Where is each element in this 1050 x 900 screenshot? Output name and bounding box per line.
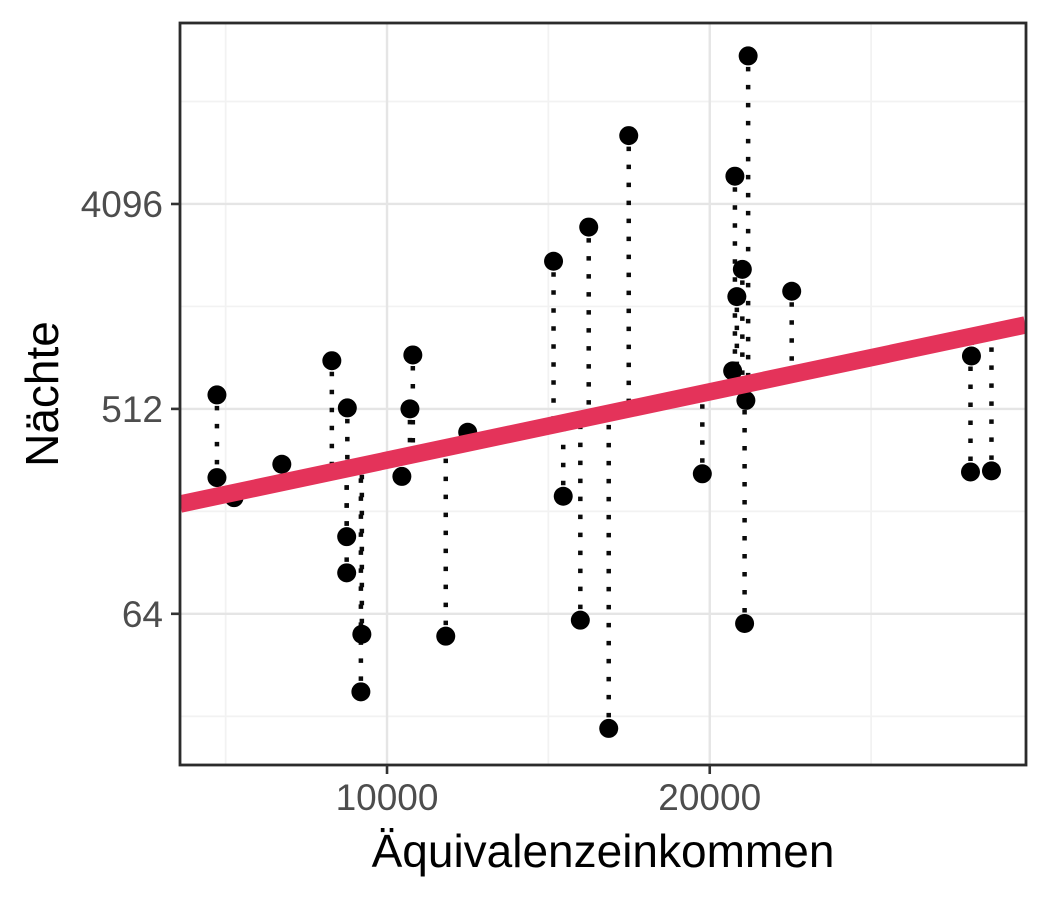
data-point xyxy=(782,281,802,301)
data-point xyxy=(351,682,371,702)
data-point xyxy=(544,251,564,271)
data-point xyxy=(619,126,639,146)
panel-background xyxy=(180,23,1026,765)
data-point xyxy=(961,346,981,366)
x-axis-title: Äquivalenzeinkommen xyxy=(371,825,835,877)
x-tick-label: 20000 xyxy=(658,777,761,818)
x-tick-label: 10000 xyxy=(336,777,439,818)
data-point xyxy=(337,563,357,583)
regression-line xyxy=(180,316,1026,513)
data-point xyxy=(738,46,758,66)
data-point xyxy=(272,454,292,474)
data-point xyxy=(736,390,756,410)
data-point xyxy=(337,527,357,547)
y-tick-label: 64 xyxy=(122,594,163,635)
data-point xyxy=(337,398,357,418)
data-point xyxy=(570,610,590,630)
data-point xyxy=(727,287,747,307)
data-point xyxy=(732,259,752,279)
data-point xyxy=(400,399,420,419)
data-point xyxy=(352,624,372,644)
data-point xyxy=(723,361,743,381)
data-point xyxy=(960,462,980,482)
data-point xyxy=(392,466,412,486)
data-point xyxy=(436,626,456,646)
y-tick-label: 512 xyxy=(101,389,163,430)
data-point xyxy=(322,351,342,371)
data-point xyxy=(599,718,619,738)
data-point xyxy=(207,385,227,405)
y-axis-title: Nächte xyxy=(16,321,68,467)
data-point xyxy=(981,461,1001,481)
data-point xyxy=(403,345,423,365)
data-point xyxy=(725,166,745,186)
data-point xyxy=(207,468,227,488)
data-point xyxy=(692,464,712,484)
data-point xyxy=(553,486,573,506)
panel-border xyxy=(178,21,1028,767)
data-point xyxy=(579,217,599,237)
data-point xyxy=(735,614,755,634)
y-tick-label: 4096 xyxy=(81,184,163,225)
